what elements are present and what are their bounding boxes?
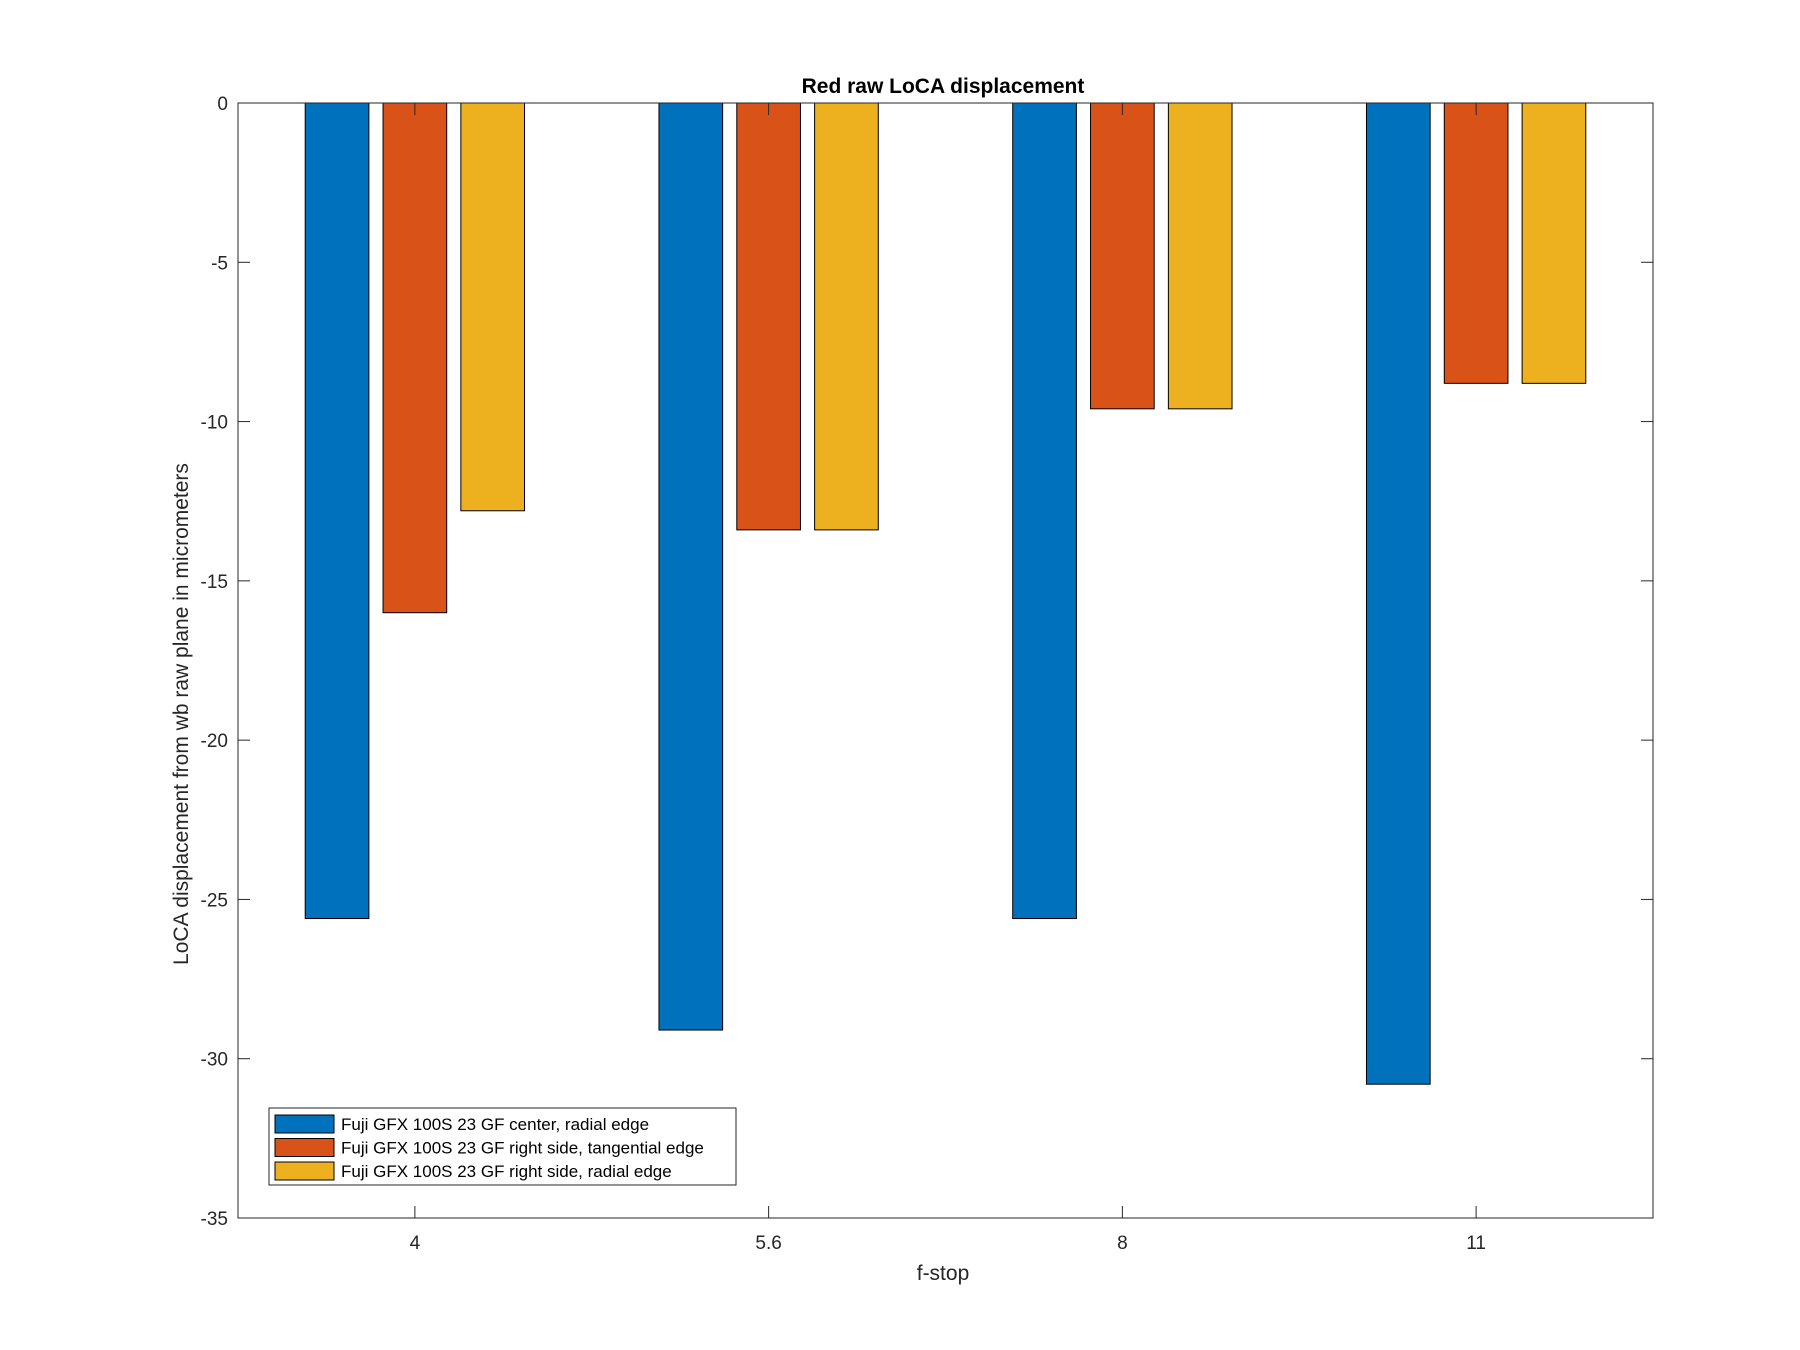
legend-items: Fuji GFX 100S 23 GF center, radial edge F… (274, 1114, 704, 1181)
x-axis-title: f-stop (917, 1262, 970, 1285)
bar (1167, 102, 1233, 410)
y-tick-label: -35 (201, 1209, 228, 1230)
bar (460, 102, 526, 512)
legend-label: Fuji GFX 100S 23 GF right side, radial e… (341, 1162, 672, 1181)
y-tick-label: -15 (201, 572, 228, 593)
legend-label: Fuji GFX 100S 23 GF center, radial edge (341, 1115, 649, 1134)
x-tick-label: 4 (410, 1233, 421, 1254)
y-tick-label: 0 (217, 94, 228, 115)
bar (1090, 102, 1155, 410)
chart-title: Red raw LoCA displacement (802, 75, 1085, 98)
x-tick-label: 8 (1117, 1233, 1128, 1254)
y-tick-label: -10 (201, 413, 228, 434)
y-axis: 0 -5 -10 -15 -20 -25 -30 -35 (201, 94, 1653, 1230)
x-tick-label: 11 (1466, 1233, 1486, 1254)
bars-group (304, 102, 1587, 1085)
bar (1012, 102, 1077, 920)
legend-swatch (274, 1114, 335, 1134)
legend-swatch (274, 1161, 335, 1181)
bar (382, 102, 448, 614)
y-tick-label: -25 (201, 890, 228, 911)
legend-label: Fuji GFX 100S 23 GF right side, tangenti… (341, 1139, 704, 1158)
y-tick-label: -30 (201, 1050, 228, 1071)
y-tick-label: -20 (201, 731, 228, 752)
bar (1521, 102, 1587, 384)
bar (658, 102, 724, 1031)
y-axis-title: LoCA displacement from wb raw plane in m… (170, 463, 193, 965)
y-tick-label: -5 (211, 253, 228, 274)
legend-swatch (274, 1138, 335, 1157)
x-tick-label: 5.6 (755, 1233, 781, 1254)
x-axis: 4 5.6 8 11 (410, 103, 1486, 1254)
legend: Fuji GFX 100S 23 GF center, radial edge F… (268, 1107, 737, 1186)
legend-box (268, 1107, 737, 1186)
bar (1365, 102, 1431, 1085)
bar (814, 102, 879, 531)
plot-area: 0 -5 -10 -15 -20 -25 -30 -35 4 5.6 8 11 (201, 94, 1654, 1254)
bar (736, 102, 801, 531)
bar (1443, 102, 1509, 384)
axes-box (237, 102, 1654, 1219)
bar (304, 102, 370, 920)
